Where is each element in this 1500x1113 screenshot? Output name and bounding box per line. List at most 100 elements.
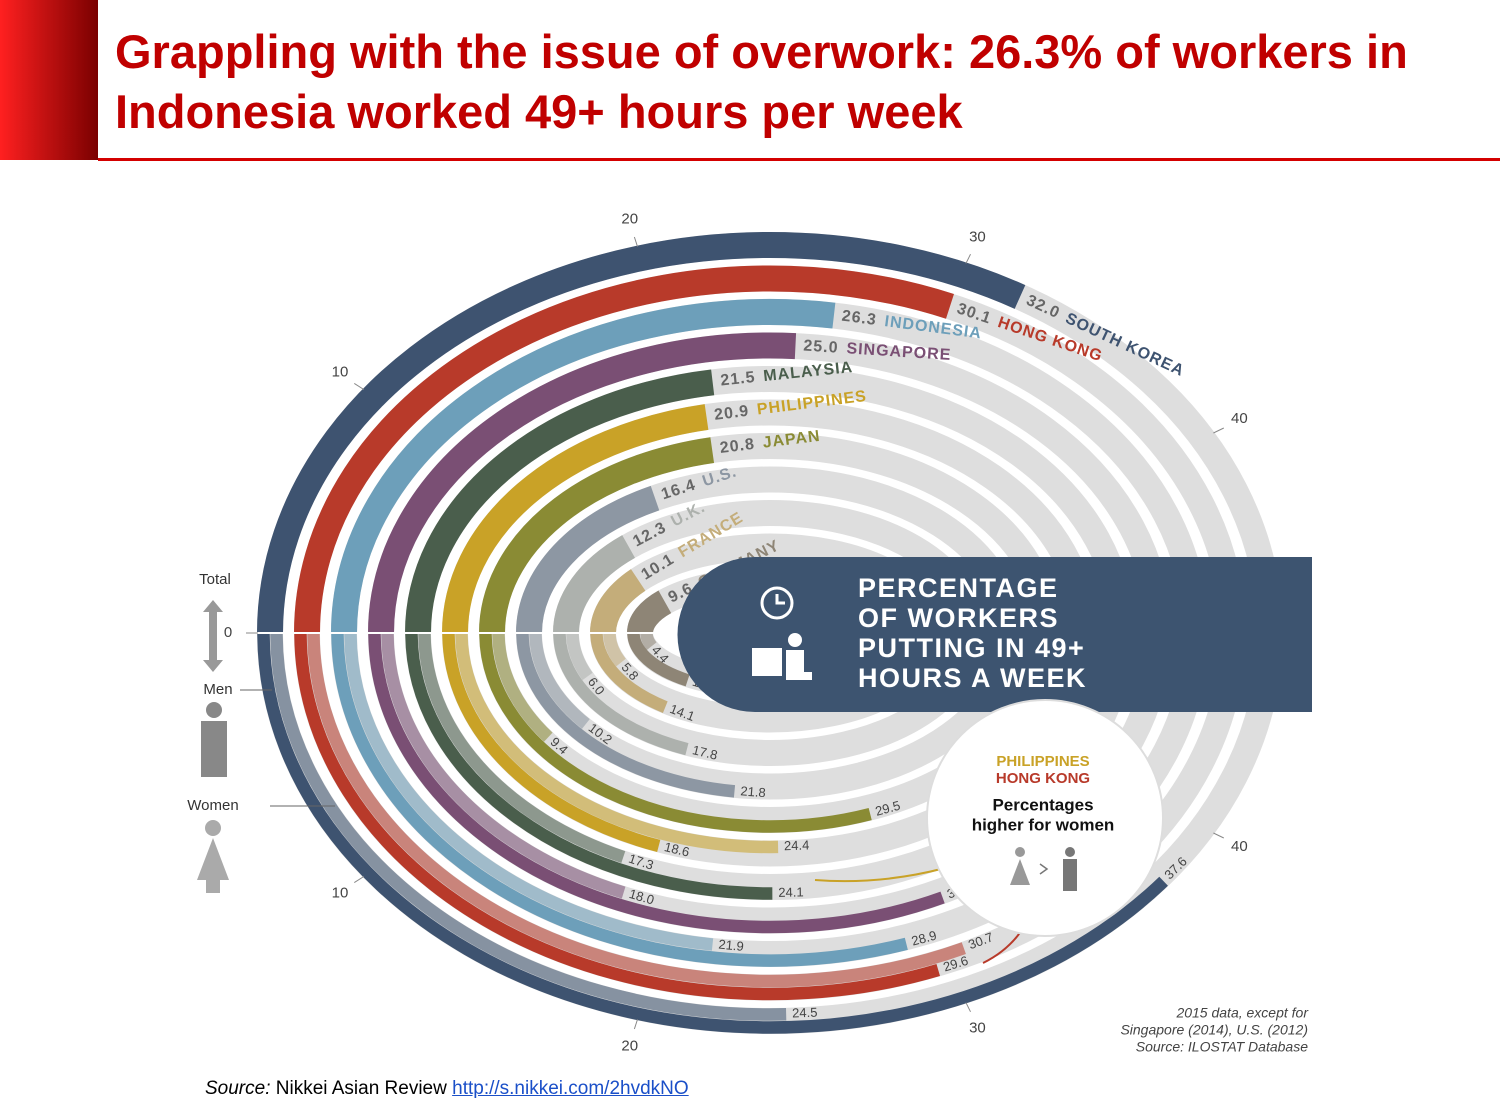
value-label: 20.9 (713, 403, 750, 424)
tick-mark (633, 236, 638, 247)
men-label: 21.8 (740, 783, 766, 800)
men-label: 28.9 (910, 928, 938, 949)
gt-sign (1039, 863, 1049, 875)
women-arc (529, 632, 590, 729)
total-arc (368, 332, 797, 634)
women-label: 24.5 (792, 1005, 818, 1021)
tick-mark (354, 382, 365, 390)
tick-mark (633, 1019, 638, 1030)
men-arc (442, 632, 661, 853)
header-rule (98, 158, 1500, 161)
note: Singapore (2014), U.S. (2012) (1120, 1022, 1308, 1038)
women-arc (455, 632, 779, 854)
callout-text: Percentages (992, 795, 1093, 814)
value-label: 25.0 (803, 338, 839, 357)
women-arc (566, 632, 593, 681)
tick-mark (1213, 832, 1225, 839)
tick-label: 40 (1231, 838, 1248, 855)
women-arc (603, 632, 626, 667)
category-label: JAPAN (762, 428, 822, 452)
men-arc (590, 632, 668, 713)
value-label: 26.3 (841, 308, 878, 329)
clock-icon (760, 586, 794, 620)
tick-label: 30 (969, 1019, 986, 1036)
value-label: 20.8 (719, 436, 756, 457)
center-label: PUTTING IN 49+ (858, 633, 1085, 663)
tick-label: 20 (621, 211, 638, 228)
total-label: 20.8 JAPAN (719, 428, 822, 457)
total-arc (590, 569, 646, 634)
man-icon (201, 721, 227, 777)
men-arc (627, 632, 690, 687)
title: Grappling with the issue of overwork: 26… (115, 25, 1408, 138)
legend-label: Total (199, 571, 231, 588)
total-arc (294, 265, 954, 634)
desk-icon (752, 648, 782, 676)
center-label: OF WORKERS (858, 603, 1059, 633)
callout-highlight: PHILIPPINES (996, 753, 1089, 770)
man-icon (1065, 847, 1075, 857)
worker-body (786, 650, 812, 680)
total-arc (442, 404, 709, 634)
connector (814, 867, 946, 883)
header-accent (0, 0, 98, 160)
footer-link[interactable]: http://s.nikkei.com/2hvdkNO (452, 1078, 689, 1099)
men-arc (479, 632, 872, 833)
track (294, 632, 1246, 1001)
woman-icon (1015, 847, 1025, 857)
women-label: 21.9 (718, 937, 745, 954)
men-arc (257, 632, 1168, 1034)
tick-label: 20 (621, 1037, 638, 1054)
center-label: HOURS A WEEK (858, 663, 1087, 693)
footer-text: Nikkei Asian Review (275, 1078, 447, 1099)
total-arc (516, 485, 660, 634)
women-label: 24.4 (784, 837, 810, 853)
men-arc (553, 632, 689, 756)
center-label: PERCENTAGE (858, 573, 1059, 603)
men-label: 17.8 (691, 742, 719, 762)
men-label: 29.5 (874, 798, 902, 819)
footer-label: Source: (205, 1078, 271, 1099)
tick-mark (965, 253, 971, 264)
tick-label: 40 (1231, 410, 1248, 427)
men-label: 24.1 (778, 884, 804, 899)
tick-label: 0 (224, 624, 232, 641)
total-label: 25.0 SINGAPORE (803, 338, 952, 364)
total-arc (479, 437, 715, 634)
callout-circle (926, 699, 1164, 937)
total-arc (257, 232, 1026, 634)
center-box (677, 557, 1312, 712)
legend-arrow (203, 600, 223, 672)
man-icon (206, 702, 222, 718)
note: 2015 data, except for (1175, 1005, 1309, 1021)
tick-label: 10 (332, 885, 349, 902)
total-arc (331, 299, 836, 634)
callout-text: higher for women (972, 815, 1115, 834)
woman-icon (205, 820, 221, 836)
footer: Source: Nikkei Asian Review http://s.nik… (205, 1078, 689, 1100)
track (257, 632, 1283, 1034)
value-label: 21.5 (720, 369, 757, 390)
legend-label: Men (203, 681, 232, 698)
tick-mark (1213, 427, 1225, 434)
men-arc (368, 632, 945, 934)
worker-head (788, 633, 802, 647)
category-label: SINGAPORE (846, 341, 952, 365)
tick-label: 30 (969, 229, 986, 246)
women-label: 17.3 (627, 851, 656, 873)
women-label: 18.0 (627, 886, 655, 907)
women-arc (381, 632, 626, 899)
callout-highlight: HONG KONG (996, 770, 1090, 787)
women-arc (344, 632, 714, 951)
woman-icon (197, 838, 229, 893)
woman-icon (1010, 859, 1030, 885)
clock-hands (775, 594, 785, 605)
women-arc (640, 632, 657, 651)
total-arc (405, 369, 715, 634)
total-arc (553, 535, 636, 634)
women-arc (307, 632, 966, 988)
men-arc (294, 632, 941, 1001)
women-arc (492, 632, 553, 742)
note: Source: ILOSTAT Database (1136, 1039, 1308, 1055)
